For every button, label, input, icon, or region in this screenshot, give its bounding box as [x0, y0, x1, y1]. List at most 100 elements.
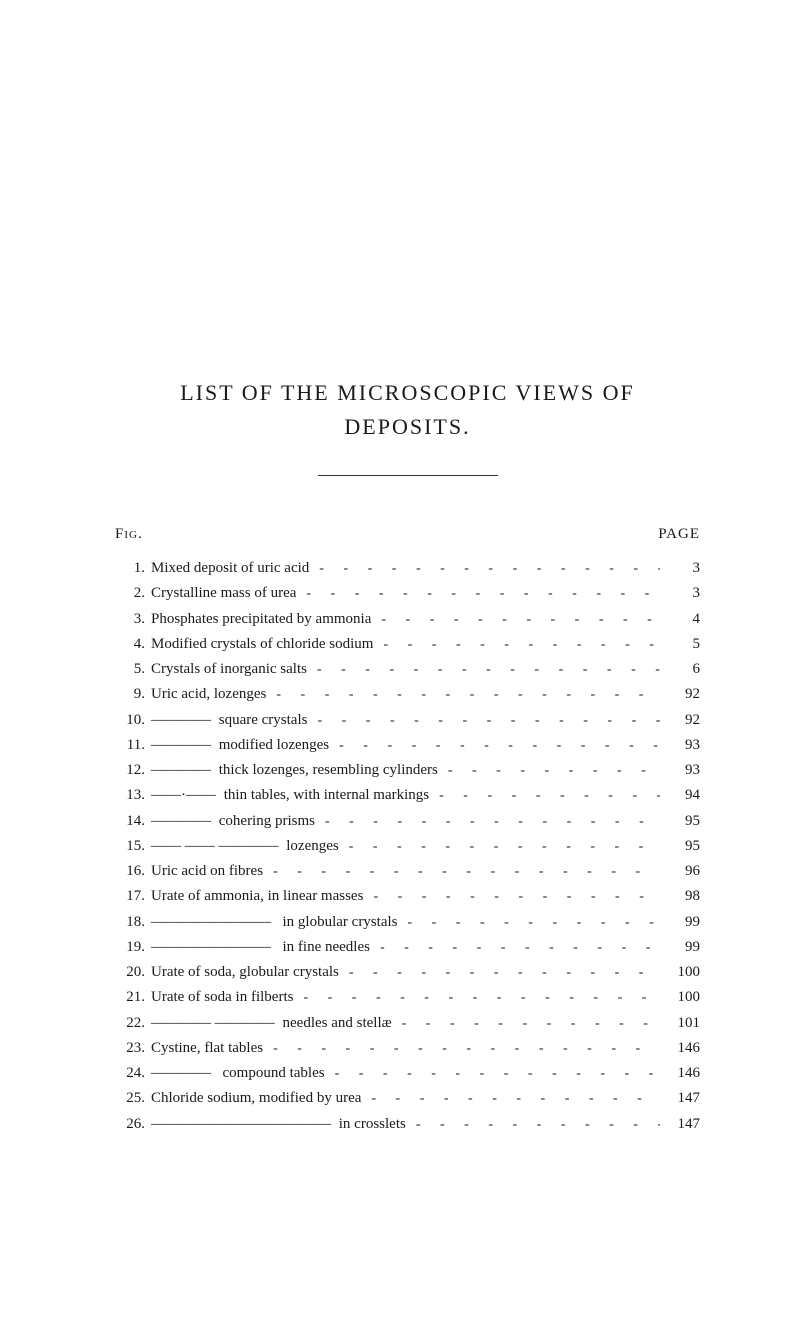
entry-label: ——·—— thin tables, with internal marking… — [151, 784, 429, 807]
dot-leader: - - - - - - - - - - - - - - - - - - - - … — [293, 987, 660, 1009]
entry-label: —— —— ———— lozenges — [151, 835, 339, 858]
entry-label: ———— compound tables — [151, 1062, 325, 1085]
entry-label-text: Phosphates precipitated by ammonia — [151, 611, 371, 627]
dot-leader: - - - - - - - - - - - - - - - - - - - - … — [315, 811, 660, 833]
list-entry: 14. ———— cohering prisms- - - - - - - - -… — [115, 810, 700, 833]
list-entry: 18. ———————— in globular crystals- - - - … — [115, 911, 700, 934]
entry-page-number: 3 — [660, 582, 700, 605]
entry-label: ———————— in globular crystals — [151, 911, 397, 934]
entry-label: ———————————— in crosslets — [151, 1113, 406, 1136]
entry-label: Chloride sodium, modified by urea — [151, 1087, 361, 1110]
dot-leader: - - - - - - - - - - - - - - - - - - - - … — [397, 912, 660, 934]
entry-number: 25. — [115, 1087, 145, 1110]
entry-number: 14. — [115, 810, 145, 833]
entry-label-text: Mixed deposit of uric acid — [151, 560, 309, 576]
entry-label-text: thin tables, with internal markings — [220, 787, 429, 803]
entry-number: 26. — [115, 1113, 145, 1136]
entry-page-number: 146 — [660, 1037, 700, 1060]
ditto-dash: ———————— — [151, 939, 271, 955]
entry-page-number: 98 — [660, 885, 700, 908]
dot-leader: - - - - - - - - - - - - - - - - - - - - … — [371, 609, 660, 631]
entry-number: 23. — [115, 1037, 145, 1060]
entry-page-number: 147 — [660, 1113, 700, 1136]
list-entry: 20.Urate of soda, globular crystals- - -… — [115, 961, 700, 984]
ditto-dash: ———— ———— — [151, 1015, 275, 1031]
list-entry: 5. Crystals of inorganic salts- - - - - -… — [115, 658, 700, 681]
entry-page-number: 4 — [660, 608, 700, 631]
entry-label-text: Uric acid on fibres — [151, 863, 263, 879]
entry-number: 10. — [115, 709, 145, 732]
entry-page-number: 93 — [660, 759, 700, 782]
entry-label-text: Modified crystals of chloride sodium — [151, 636, 373, 652]
list-entry: 22.———— ———— needles and stellæ- - - - -… — [115, 1012, 700, 1035]
list-entry: 10. ———— square crystals- - - - - - - - -… — [115, 709, 700, 732]
entry-label: Uric acid, lozenges — [151, 683, 266, 706]
entry-page-number: 101 — [660, 1012, 700, 1035]
entry-label: Urate of soda in filberts — [151, 986, 293, 1009]
dot-leader: - - - - - - - - - - - - - - - - - - - - … — [363, 886, 660, 908]
entry-label: Phosphates precipitated by ammonia — [151, 608, 371, 631]
entry-label-text: Cystine, flat tables — [151, 1040, 263, 1056]
entry-label-text: compound tables — [215, 1065, 325, 1081]
entry-page-number: 99 — [660, 936, 700, 959]
entry-label-text: Urate of soda, globular crystals — [151, 964, 339, 980]
header-fig: Fig. — [115, 526, 143, 543]
entry-number: 17. — [115, 885, 145, 908]
entry-label-text: needles and stellæ — [279, 1015, 392, 1031]
entry-number: 15. — [115, 835, 145, 858]
entry-page-number: 93 — [660, 734, 700, 757]
entry-label-text: lozenges — [283, 838, 339, 854]
ditto-dash: ———— — [151, 813, 211, 829]
list-entry: 3.Phosphates precipitated by ammonia- - … — [115, 608, 700, 631]
dot-leader: - - - - - - - - - - - - - - - - - - - - … — [339, 962, 660, 984]
entry-number: 21. — [115, 986, 145, 1009]
entry-label: Crystalline mass of urea — [151, 582, 296, 605]
list-entry: 13. ——·—— thin tables, with internal mark… — [115, 784, 700, 807]
entry-label-text: Urate of soda in filberts — [151, 989, 293, 1005]
entry-label: Crystals of inorganic salts — [151, 658, 307, 681]
entry-number: 13. — [115, 784, 145, 807]
entry-number: 4. — [115, 633, 145, 656]
entry-label: ———— square crystals — [151, 709, 307, 732]
title-line-2: DEPOSITS. — [115, 414, 700, 440]
title-block: LIST OF THE MICROSCOPIC VIEWS OF DEPOSIT… — [115, 380, 700, 440]
entry-label-text: thick lozenges, resembling cylinders — [215, 762, 438, 778]
ditto-dash: ——·—— — [151, 787, 216, 803]
entry-label: Modified crystals of chloride sodium — [151, 633, 373, 656]
ditto-dash: ———————— — [151, 914, 271, 930]
entries-list: 1.Mixed deposit of uric acid- - - - - - … — [115, 557, 700, 1136]
column-headers: Fig. PAGE — [115, 526, 700, 543]
entry-label-text: in crosslets — [335, 1116, 406, 1132]
entry-number: 1. — [115, 557, 145, 580]
list-entry: 24.———— compound tables- - - - - - - - -… — [115, 1062, 700, 1085]
entry-page-number: 99 — [660, 911, 700, 934]
list-entry: 15. —— —— ———— lozenges- - - - - - - - - … — [115, 835, 700, 858]
entry-page-number: 3 — [660, 557, 700, 580]
entry-page-number: 146 — [660, 1062, 700, 1085]
entry-label-text: Urate of ammonia, in linear masses — [151, 888, 363, 904]
list-entry: 1. Mixed deposit of uric acid- - - - - - … — [115, 557, 700, 580]
horizontal-rule — [318, 475, 498, 476]
entry-number: 5. — [115, 658, 145, 681]
entry-label: Mixed deposit of uric acid — [151, 557, 309, 580]
dot-leader: - - - - - - - - - - - - - - - - - - - - … — [266, 684, 660, 706]
entry-page-number: 95 — [660, 835, 700, 858]
dot-leader: - - - - - - - - - - - - - - - - - - - - … — [309, 558, 660, 580]
entry-number: 18. — [115, 911, 145, 934]
dot-leader: - - - - - - - - - - - - - - - - - - - - … — [263, 861, 660, 883]
list-entry: 19.———————— in fine needles- - - - - - -… — [115, 936, 700, 959]
dot-leader: - - - - - - - - - - - - - - - - - - - - … — [307, 659, 660, 681]
entry-number: 9. — [115, 683, 145, 706]
entry-page-number: 5 — [660, 633, 700, 656]
entry-page-number: 95 — [660, 810, 700, 833]
ditto-dash: ———————————— — [151, 1116, 331, 1132]
dot-leader: - - - - - - - - - - - - - - - - - - - - … — [307, 710, 660, 732]
entry-label: ———— cohering prisms — [151, 810, 315, 833]
dot-leader: - - - - - - - - - - - - - - - - - - - - … — [392, 1013, 660, 1035]
entry-page-number: 92 — [660, 683, 700, 706]
entry-number: 24. — [115, 1062, 145, 1085]
entry-label-text: Crystals of inorganic salts — [151, 661, 307, 677]
dot-leader: - - - - - - - - - - - - - - - - - - - - … — [339, 836, 660, 858]
entry-label: Cystine, flat tables — [151, 1037, 263, 1060]
entry-number: 16. — [115, 860, 145, 883]
